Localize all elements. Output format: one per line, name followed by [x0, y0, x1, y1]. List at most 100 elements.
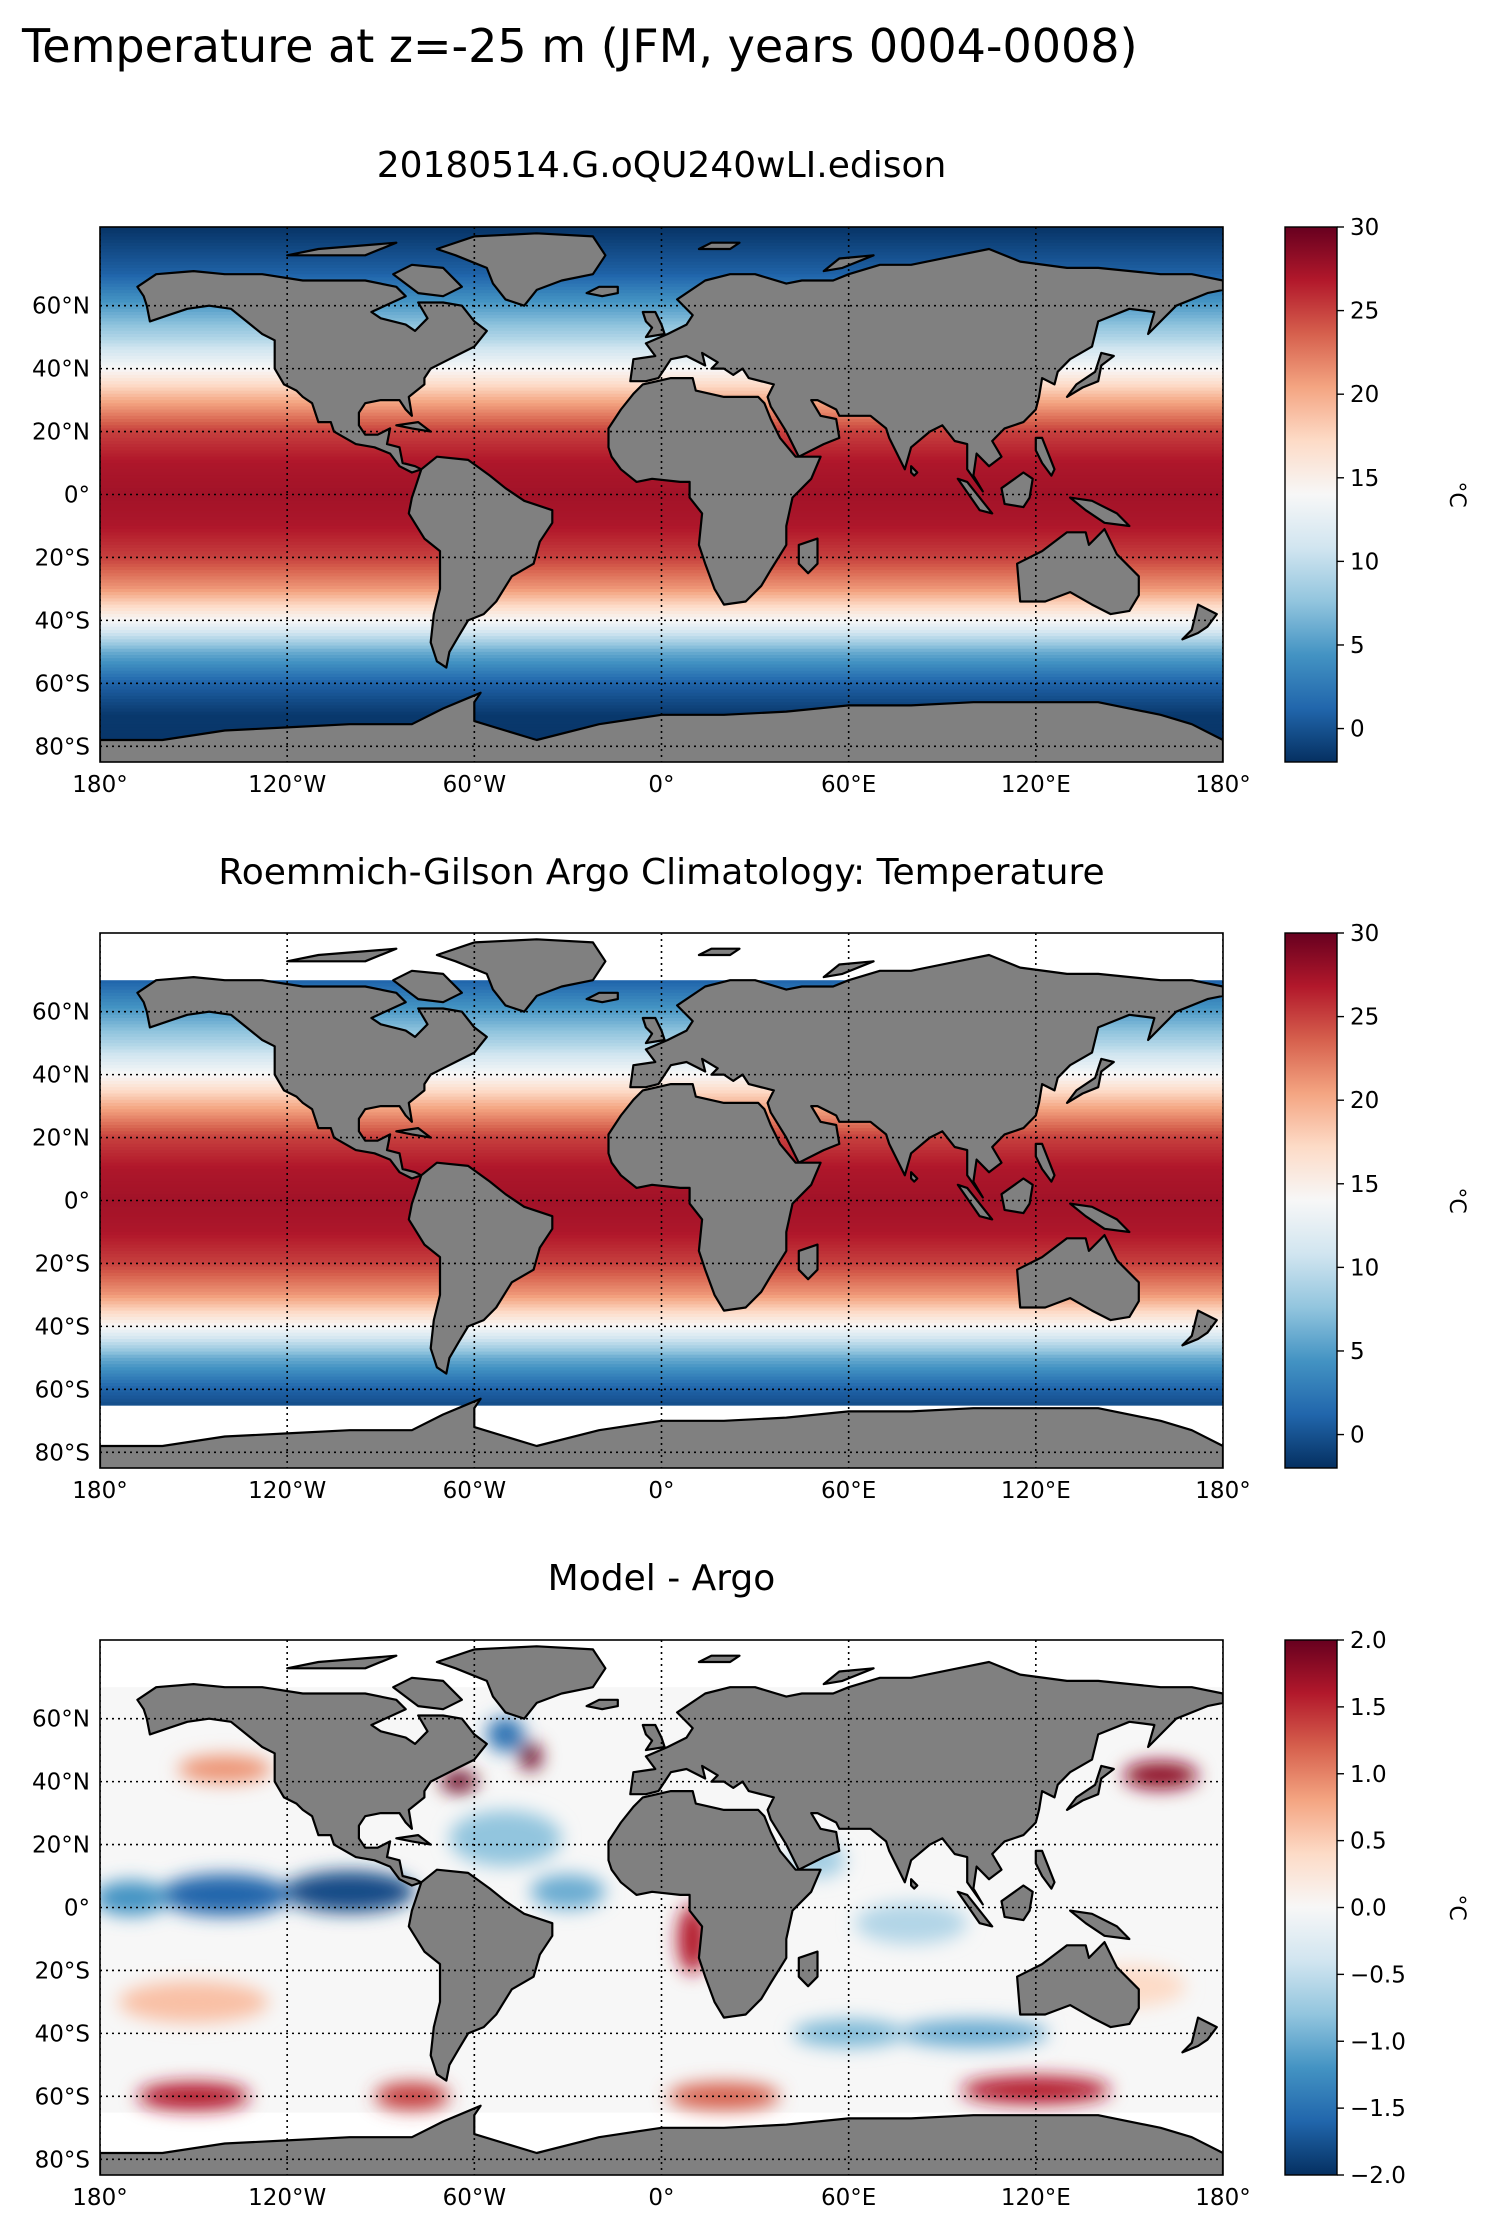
landmass-baffin [392, 263, 463, 298]
field-band [100, 1721, 1223, 1726]
field-band [100, 620, 1223, 625]
field-band [100, 1011, 1223, 1016]
field-band [100, 661, 1223, 666]
x-tick-label: 120°E [1001, 772, 1071, 798]
field-band [100, 582, 1223, 587]
landmass-sumatra [956, 1890, 994, 1928]
landmass-australia [1016, 1941, 1140, 2029]
field-band [100, 1307, 1223, 1312]
colorbar-tick-label: 2.0 [1350, 1628, 1387, 1654]
field-band [100, 541, 1223, 546]
landmass-new-guinea [1069, 1909, 1131, 1941]
field-band [100, 1690, 1223, 1695]
field-band [100, 1724, 1223, 1729]
figure-title: Temperature at z=-25 m (JFM, years 0004-… [21, 19, 1138, 73]
field-band [100, 510, 1223, 514]
landmass-africa [607, 1083, 822, 1312]
landmass-svalbard [697, 241, 741, 251]
y-tick-label: 0° [64, 1189, 90, 1215]
field-band [100, 1970, 1223, 1975]
landmass-iceland [585, 1698, 619, 1711]
landmass-iceland [585, 285, 619, 298]
x-tick-label: 180° [1195, 772, 1250, 798]
field-band [100, 2027, 1223, 2031]
landmass-japan [1065, 351, 1115, 398]
landmass-iceland [585, 991, 619, 1004]
field-band [100, 1326, 1223, 1331]
field-band [100, 2045, 1223, 2050]
field-band [100, 1731, 1223, 1736]
landmass-greenland [435, 938, 607, 1013]
field-band [100, 1288, 1223, 1293]
field-band [100, 2036, 1223, 2041]
field-band [100, 230, 1223, 234]
anomaly-patch [486, 1717, 525, 1752]
colorbar-tick-label: 0.0 [1350, 1896, 1387, 1922]
field-band [100, 1709, 1223, 1713]
x-tick-label: 60°E [821, 772, 876, 798]
map-panel-3: Model - Argo 180° 120°W 60°W 0° 60°E 120°E 180°… [32, 1558, 1469, 2211]
y-tick-label: 60°S [35, 1377, 90, 1403]
landmass-madagascar [797, 1950, 819, 1988]
field-band [100, 557, 1223, 562]
field-band [100, 1967, 1223, 1972]
field-band [100, 2096, 1223, 2101]
field-band [100, 1021, 1223, 1025]
landmass-new-zealand [1181, 2016, 1218, 2054]
field-band [100, 695, 1223, 700]
x-tick-label: 120°W [248, 772, 326, 798]
anomaly-patch [449, 1810, 562, 1866]
colorbar-gradient [1284, 932, 1338, 1469]
field-band [100, 1929, 1223, 1934]
field-band [100, 607, 1223, 612]
field-band [100, 2102, 1223, 2107]
field-band [100, 692, 1223, 697]
map-field [100, 933, 1223, 1468]
field-band [100, 1235, 1223, 1239]
field-band [100, 1976, 1223, 1981]
field-band [100, 249, 1223, 253]
field-band [100, 689, 1223, 694]
colorbar-tick-label: 10 [1350, 549, 1379, 575]
field-band [100, 989, 1223, 994]
colorbar-tick-label: 25 [1350, 299, 1379, 325]
anomaly-patch [519, 1742, 542, 1771]
field-band [100, 623, 1223, 628]
field-band [100, 1904, 1223, 1909]
field-band [100, 983, 1223, 988]
colorbar-tick-label: 20 [1350, 1088, 1379, 1114]
landmass-arctic-islands [286, 1654, 398, 1670]
field-band [100, 1017, 1223, 1022]
landmass-japan [1065, 1057, 1115, 1104]
landmass-africa [607, 1790, 822, 2019]
anomaly-patch [530, 1874, 606, 1910]
field-band [100, 1995, 1223, 2000]
anomaly-patch [440, 1771, 478, 1793]
field-band [100, 551, 1223, 555]
field-band [100, 1313, 1223, 1318]
y-tick-label: 60°S [35, 2084, 90, 2110]
field-band [100, 529, 1223, 533]
y-tick-label: 60°N [32, 1000, 90, 1026]
field-band [100, 1894, 1223, 1899]
anomaly-patch [898, 2019, 1049, 2048]
y-tick-label: 0° [64, 1896, 90, 1922]
field-band [100, 507, 1223, 511]
y-tick-label: 0° [64, 483, 90, 509]
field-band [100, 1910, 1223, 1915]
landmass-sri-lanka [910, 1171, 919, 1183]
landmass-north-america [136, 976, 488, 1180]
field-band [100, 1728, 1223, 1732]
landmass-south-america [407, 1161, 554, 1375]
field-band [100, 1002, 1223, 1006]
field-band [100, 686, 1223, 691]
field-band [100, 481, 1223, 486]
field-band [100, 236, 1223, 241]
anomaly-patch [667, 2082, 781, 2111]
landmass-greenland [435, 1645, 607, 1720]
field-band [100, 2014, 1223, 2019]
field-band [100, 1282, 1223, 1287]
colorbar-tick-label: 0.5 [1350, 1829, 1387, 1855]
field-band [100, 560, 1223, 565]
colorbar-tick-label: 30 [1350, 215, 1379, 241]
